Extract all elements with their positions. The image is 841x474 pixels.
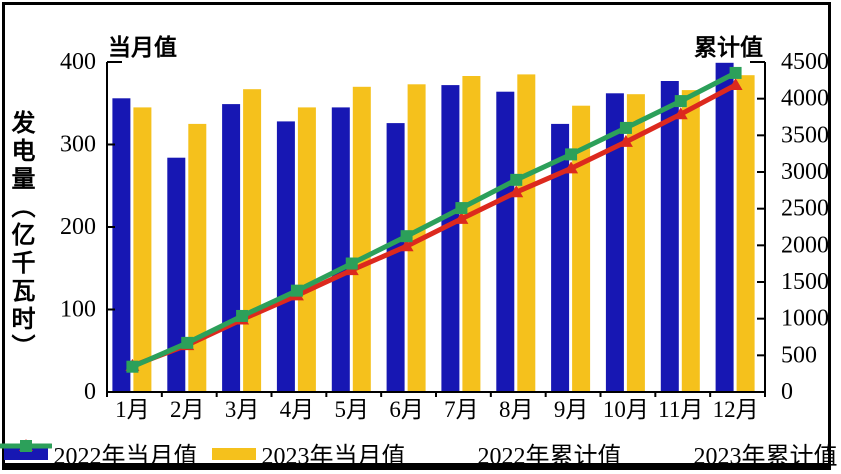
bar-2023年当月值-11月 — [681, 90, 700, 392]
legend-label-2023-monthly: 2023年当月值 — [261, 444, 406, 470]
legend-item-2023-cumulative: 2023年累计值 — [0, 436, 838, 471]
marker-triangle-2022年累计值-11月 — [673, 107, 688, 120]
bar-2023年当月值-8月 — [517, 74, 536, 393]
month-label: 8月 — [499, 397, 534, 422]
right-axis-tick-label: 500 — [781, 342, 817, 368]
bar-2022年当月值-5月 — [331, 107, 350, 393]
bar-2023年当月值-2月 — [188, 123, 207, 393]
bar-2022年当月值-6月 — [386, 123, 405, 392]
legend-swatch-2023-cumulative-line — [0, 440, 688, 464]
marker-square-2023年累计值-7月 — [455, 202, 468, 215]
month-label: 6月 — [389, 397, 424, 422]
bar-2022年当月值-12月 — [715, 62, 734, 393]
right-axis-tick-label: 3500 — [781, 122, 829, 148]
left-axis-tick-label: 400 — [60, 49, 96, 75]
bar-2023年当月值-1月 — [133, 107, 152, 393]
legend-swatch-2022-monthly-bar — [3, 447, 48, 460]
bar-2023年当月值-9月 — [572, 105, 591, 392]
marker-square-2023年累计值-8月 — [510, 173, 523, 186]
legend-label-2023-cumulative: 2023年累计值 — [693, 444, 838, 470]
legend-item-2022-cumulative: 2022年累计值 — [0, 436, 622, 471]
month-label: 4月 — [280, 397, 315, 422]
marker-square-2023年累计值-4月 — [290, 284, 303, 297]
bar-2022年当月值-2月 — [167, 157, 186, 392]
bar-2023年当月值-6月 — [407, 84, 426, 393]
bar-2022年当月值-10月 — [605, 93, 624, 393]
legend-item-2023-monthly: 2023年当月值 — [211, 436, 406, 471]
marker-square-2023年累计值-2月 — [181, 336, 194, 349]
marker-square-2023年累计值-9月 — [565, 148, 578, 161]
marker-square-2023年累计值-3月 — [236, 309, 249, 322]
marker-square-2023年累计值-12月 — [729, 66, 742, 79]
marker-triangle-2022年累计值-6月 — [399, 239, 414, 252]
month-label: 11月 — [658, 397, 703, 422]
marker-square-2023年累计值-1月 — [126, 360, 139, 373]
legend-swatch-2022-cumulative-line — [0, 439, 472, 464]
month-label: 1月 — [115, 397, 150, 422]
month-label: 7月 — [444, 397, 479, 422]
marker-triangle-2022年累计值-10月 — [618, 134, 633, 147]
bar-2023年当月值-12月 — [736, 75, 755, 392]
legend-label-2022-cumulative: 2022年累计值 — [477, 444, 622, 470]
month-label: 2月 — [170, 397, 205, 422]
bar-2022年当月值-4月 — [276, 121, 295, 393]
bar-2023年当月值-5月 — [352, 86, 371, 393]
right-axis-title: 累计值 — [694, 35, 763, 60]
left-axis-tick-label: 100 — [60, 297, 96, 323]
marker-triangle-2022年累计值-9月 — [564, 161, 579, 174]
marker-triangle-2022年累计值-7月 — [454, 211, 469, 224]
right-axis-tick-label: 4000 — [781, 86, 829, 112]
right-axis-tick-label: 1000 — [781, 306, 829, 332]
bar-2022年当月值-11月 — [660, 81, 679, 392]
legend: 2022年当月值 2023年当月值 2022年累计值 2023年累计值 — [0, 436, 841, 471]
line-2022年累计值 — [129, 82, 739, 369]
right-axis-tick-label: 1500 — [781, 269, 829, 295]
legend-swatch-2023-monthly-bar — [211, 447, 256, 460]
bar-2023年当月值-3月 — [243, 89, 262, 392]
bar-2022年当月值-8月 — [496, 91, 515, 392]
right-axis-tick-label: 2000 — [781, 232, 829, 258]
marker-square-2023年累计值-5月 — [345, 257, 358, 270]
right-axis-tick-label: 4500 — [781, 49, 829, 75]
bar-2022年当月值-3月 — [222, 104, 241, 392]
legend-label-2022-monthly: 2022年当月值 — [53, 444, 198, 470]
left-axis-tick-label: 200 — [60, 214, 96, 240]
right-axis-tick-label: 0 — [781, 379, 793, 405]
bar-2022年当月值-9月 — [551, 123, 570, 393]
month-label: 10月 — [603, 397, 649, 422]
left-axis-tick-label: 300 — [60, 132, 96, 158]
month-label: 9月 — [554, 397, 589, 422]
y-axis-label: 发电量（亿千瓦时） — [7, 110, 33, 362]
month-label: 5月 — [335, 397, 370, 422]
bar-2022年当月值-7月 — [441, 85, 460, 392]
bar-2023年当月值-7月 — [462, 76, 481, 392]
right-axis-tick-label: 3000 — [781, 159, 829, 185]
marker-square-2023年累计值-11月 — [674, 95, 687, 108]
left-axis-title: 当月值 — [108, 35, 177, 60]
month-label: 12月 — [713, 397, 759, 422]
legend-item-2022-monthly: 2022年当月值 — [3, 436, 198, 471]
marker-triangle-2022年累计值-8月 — [509, 185, 524, 198]
line-2023年累计值 — [129, 70, 739, 370]
marker-square-2023年累计值-10月 — [619, 121, 632, 134]
right-axis-tick-label: 2500 — [781, 196, 829, 222]
bar-2023年当月值-4月 — [297, 107, 316, 393]
month-label: 3月 — [225, 397, 260, 422]
bar-2023年当月值-10月 — [626, 94, 645, 392]
marker-square-2023年累计值-6月 — [400, 230, 413, 243]
marker-triangle-2022年累计值-12月 — [728, 77, 743, 90]
left-axis-tick-label: 0 — [84, 379, 96, 405]
bar-2022年当月值-1月 — [112, 98, 131, 393]
